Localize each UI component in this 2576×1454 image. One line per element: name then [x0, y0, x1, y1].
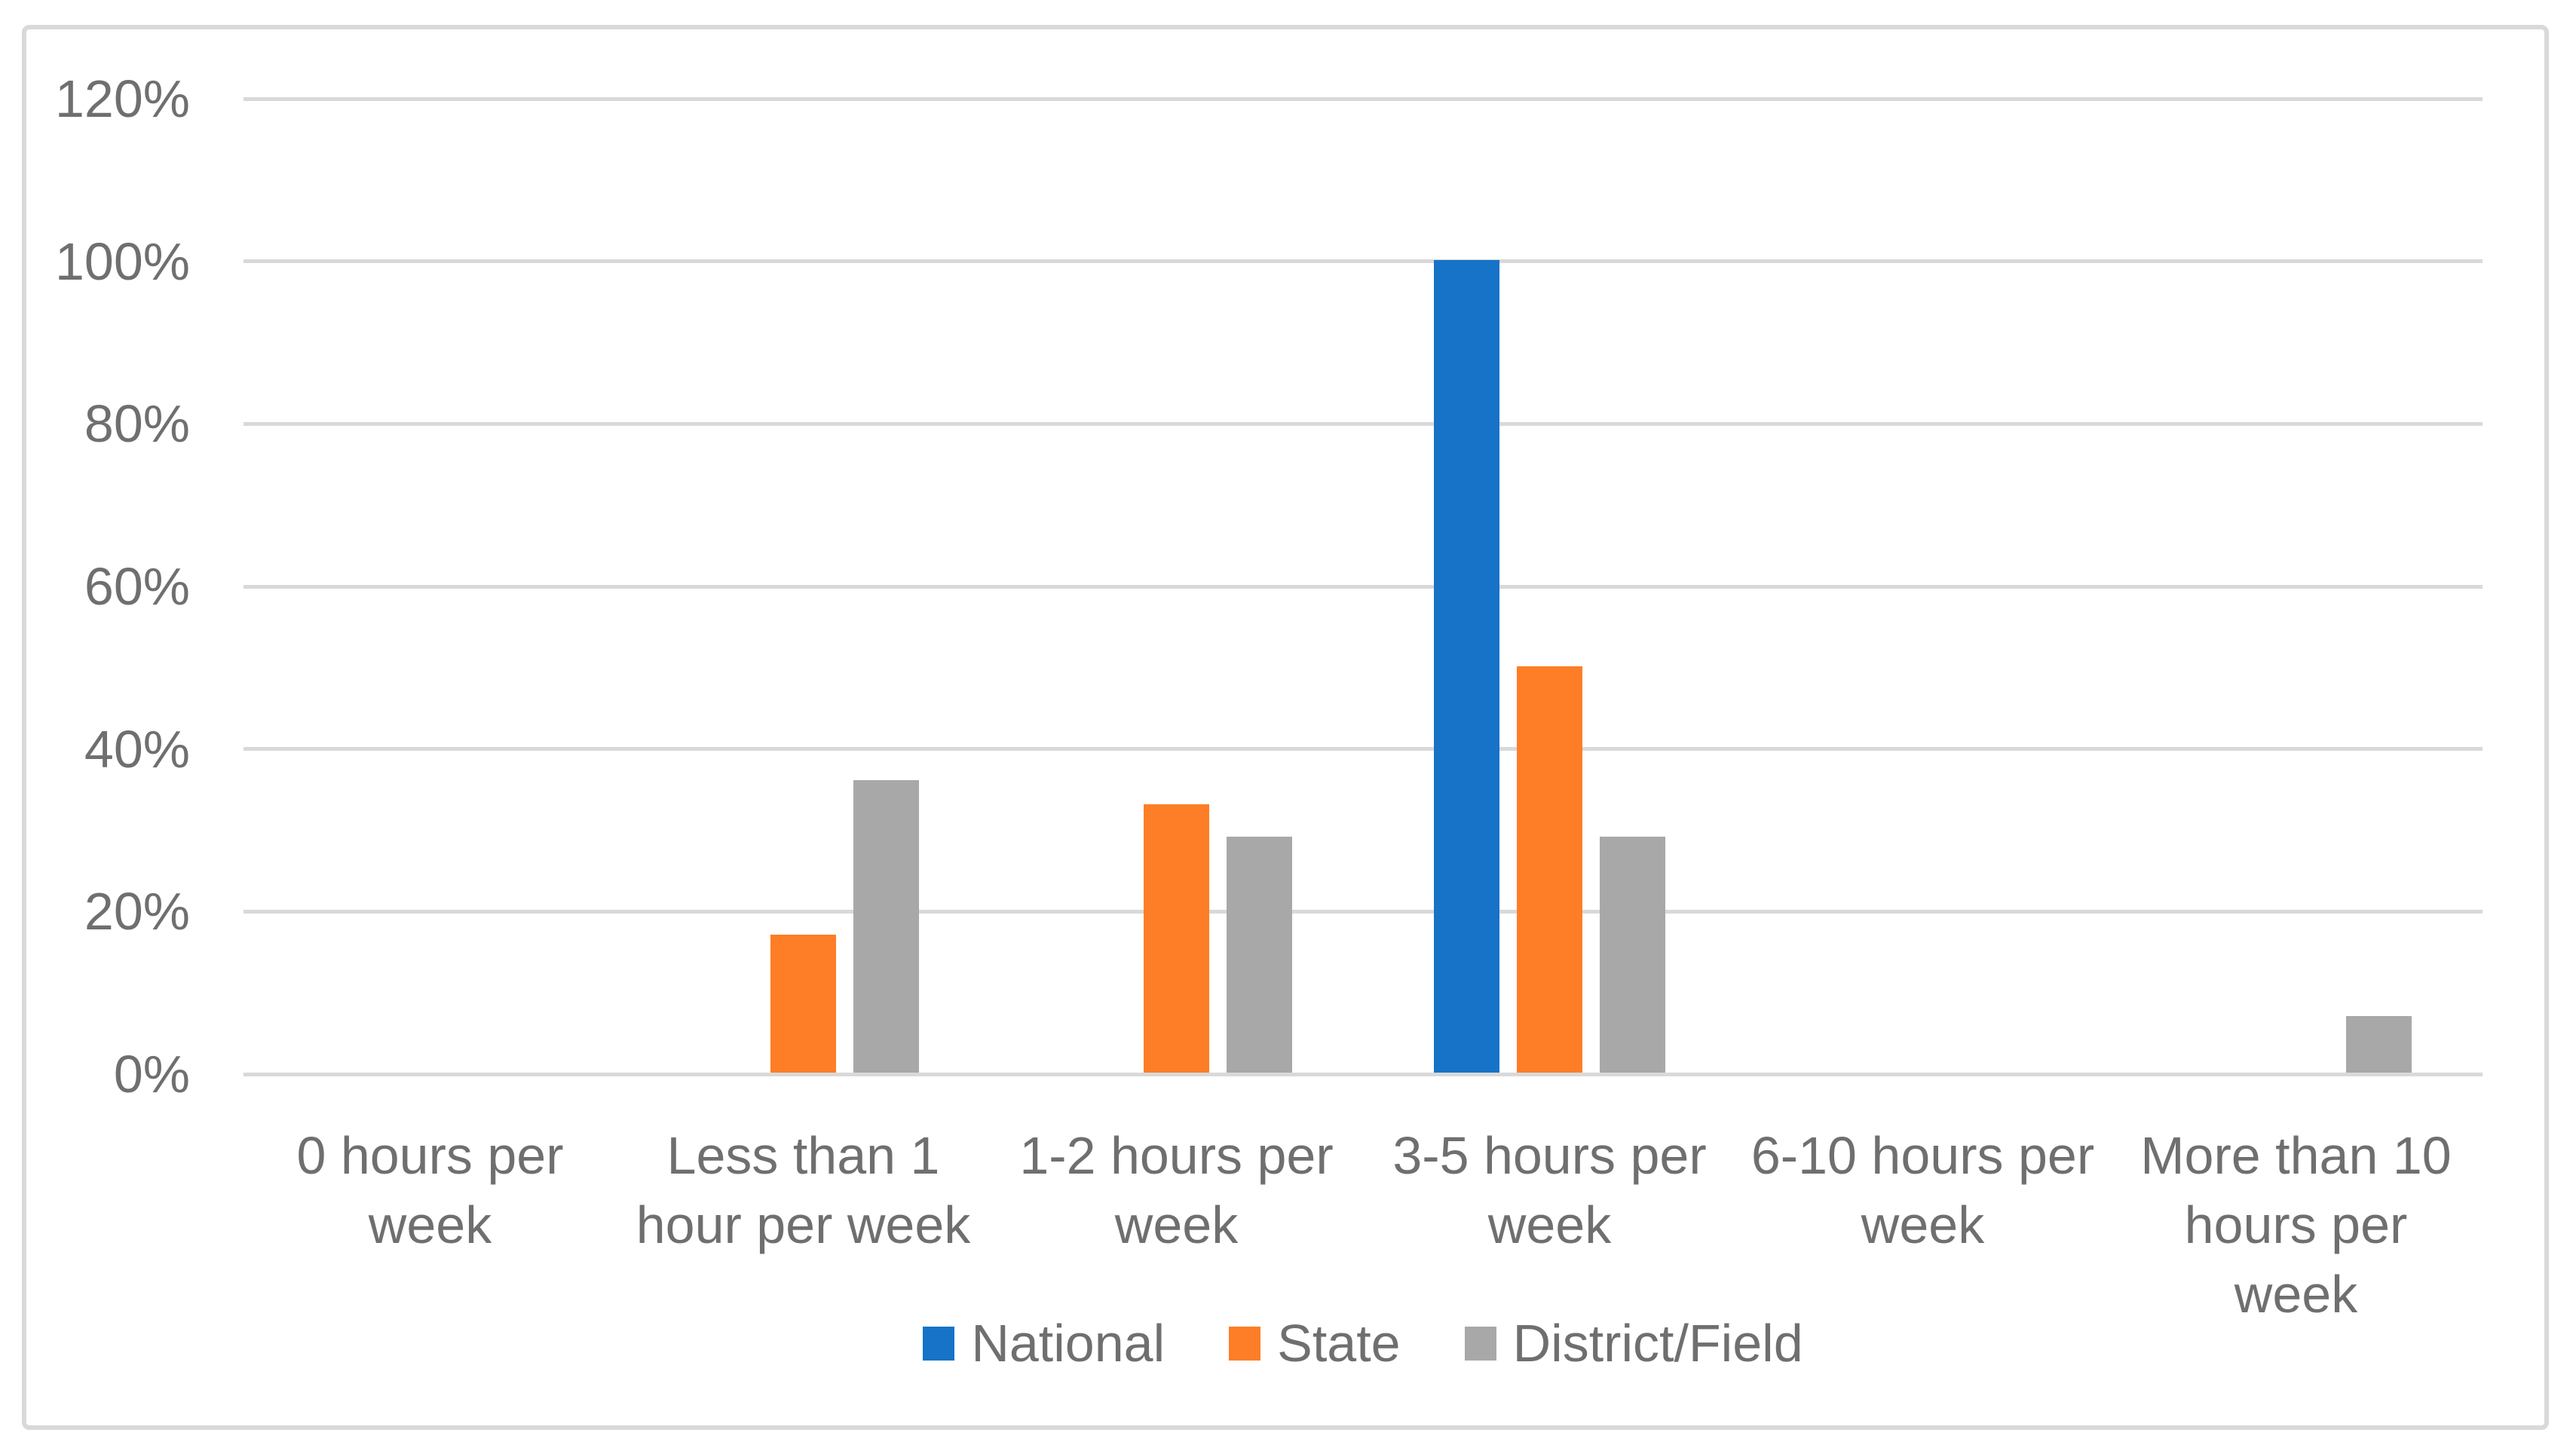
- legend-marker-icon: [1229, 1326, 1261, 1361]
- gridline-120%: [244, 96, 2483, 101]
- x-axis: 0 hours per week Less than 1 hour per wee…: [244, 1121, 2483, 1324]
- gridline-0%: [244, 1072, 2483, 1076]
- bar-state: [770, 934, 836, 1073]
- legend-label: State: [1277, 1314, 1401, 1373]
- legend-marker-icon: [1464, 1326, 1496, 1361]
- legend-item-state: State: [1229, 1313, 1401, 1373]
- x-axis-category-label: 3-5 hours per week: [1392, 1126, 1707, 1254]
- legend-marker-icon: [923, 1326, 955, 1361]
- bars-layer: [244, 99, 2483, 1073]
- bar-district-field: [1227, 837, 1292, 1073]
- bar-group: [1363, 99, 1736, 1073]
- x-axis-category-label: More than 10 hours per week: [2140, 1126, 2452, 1324]
- bar-district-field: [1600, 837, 1665, 1073]
- gridline-60%: [244, 584, 2483, 589]
- y-axis-tick-label: 20%: [84, 882, 190, 941]
- y-axis: 0% 20% 40% 60% 80% 100% 120%: [0, 69, 190, 1104]
- bar-state: [1144, 804, 1209, 1073]
- x-axis-category-label: 6-10 hours per week: [1751, 1126, 2095, 1254]
- bar-group: [2109, 99, 2483, 1073]
- chart-legend: National State District/Field: [244, 1313, 2483, 1373]
- bar-state: [1517, 666, 1582, 1073]
- gridline-80%: [244, 421, 2483, 426]
- y-axis-tick-label: 120%: [54, 69, 190, 128]
- y-axis-tick-label: 60%: [84, 557, 190, 616]
- y-axis-tick-label: 40%: [84, 719, 190, 779]
- gridline-20%: [244, 909, 2483, 914]
- legend-label: District/Field: [1512, 1314, 1803, 1373]
- bar-group: [244, 99, 617, 1073]
- gridline-40%: [244, 747, 2483, 751]
- plot-area: [244, 96, 2483, 1076]
- legend-item-national: National: [923, 1313, 1165, 1373]
- bar-national: [1434, 259, 1499, 1073]
- y-axis-tick-label: 80%: [84, 394, 190, 454]
- x-axis-category-label: 1-2 hours per week: [1019, 1126, 1334, 1254]
- bar-group: [990, 99, 1363, 1073]
- chart-frame: [22, 25, 2549, 1430]
- y-axis-tick-label: 0%: [113, 1045, 190, 1104]
- bar-district-field: [853, 779, 919, 1073]
- bar-group: [1736, 99, 2109, 1073]
- bar-district-field: [2346, 1015, 2412, 1073]
- y-axis-tick-label: 100%: [54, 231, 190, 291]
- legend-item-district-field: District/Field: [1464, 1313, 1803, 1373]
- x-axis-category-label: 0 hours per week: [296, 1126, 564, 1254]
- gridline-100%: [244, 259, 2483, 264]
- legend-label: National: [971, 1314, 1165, 1373]
- x-axis-category-label: Less than 1 hour per week: [636, 1126, 971, 1254]
- bar-group: [617, 99, 990, 1073]
